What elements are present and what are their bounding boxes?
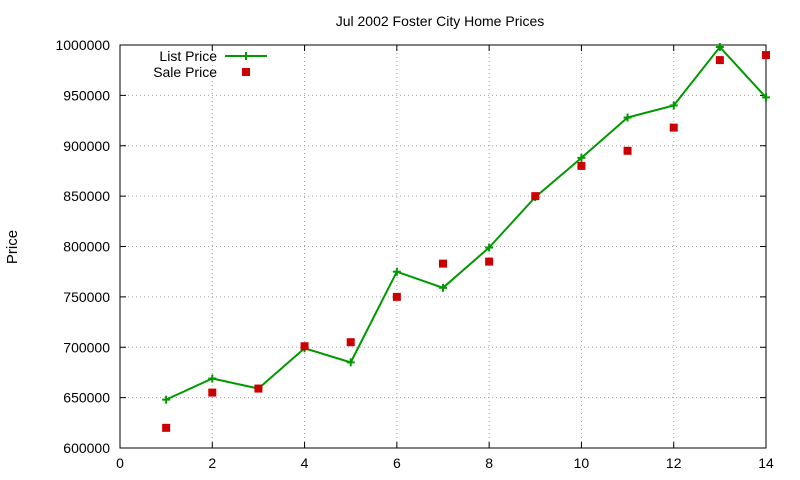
data-point [762,51,770,60]
x-tick-label: 2 [208,455,216,471]
chart-title: Jul 2002 Foster City Home Prices [336,13,545,29]
x-tick-label: 4 [301,455,309,471]
y-tick-label: 900000 [63,138,110,154]
x-tick-label: 14 [758,455,774,471]
data-point [669,101,678,110]
plot-frame [119,44,767,449]
data-point [577,161,586,170]
y-tick-label: 700000 [63,339,110,355]
data-point [485,243,494,252]
x-tick-label: 6 [393,455,401,471]
y-tick-label: 750000 [63,289,110,305]
series-line [165,45,767,401]
legend-item: List Price [159,48,267,64]
data-point [254,384,263,393]
data-point [762,93,770,102]
data-point [577,153,586,162]
data-point [715,56,724,65]
data-point [392,292,401,301]
legend-marker [242,68,250,76]
data-point [162,395,171,404]
y-tick-label: 850000 [63,188,110,204]
data-point [531,192,540,201]
data-point [346,358,355,367]
data-point [439,259,447,268]
y-tick-label: 800000 [63,239,110,255]
grid [119,44,767,449]
data-point [715,43,724,52]
axes: 0 2 4 6 8 10 12 14 600000 650000 700000 750000 80000… [55,37,774,471]
y-tick-label: 950000 [63,87,110,103]
series-list-price [162,43,770,404]
data-point [300,342,309,351]
legend-marker [242,52,250,60]
y-tick-label: 1000000 [55,37,110,53]
y-axis-title: Price [4,230,21,264]
series-sale-price [162,51,770,432]
data-point [485,257,494,266]
data-point [162,423,171,432]
y-tick-label: 650000 [63,390,110,406]
data-point [439,283,447,292]
data-point [623,113,632,122]
legend-label: List Price [159,48,217,64]
data-point [208,388,217,397]
data-point [623,146,632,155]
data-point [669,123,678,132]
x-tick-label: 12 [666,455,682,471]
x-tick-label: 8 [485,455,493,471]
y-tick-label: 600000 [63,440,110,456]
x-tick-label: 10 [574,455,590,471]
data-point [208,374,217,383]
plot-area [162,43,770,432]
data-point [346,338,355,347]
data-point [392,267,401,276]
legend-item: Sale Price [153,64,250,80]
legend-label: Sale Price [153,64,217,80]
x-tick-label: 0 [116,455,124,471]
